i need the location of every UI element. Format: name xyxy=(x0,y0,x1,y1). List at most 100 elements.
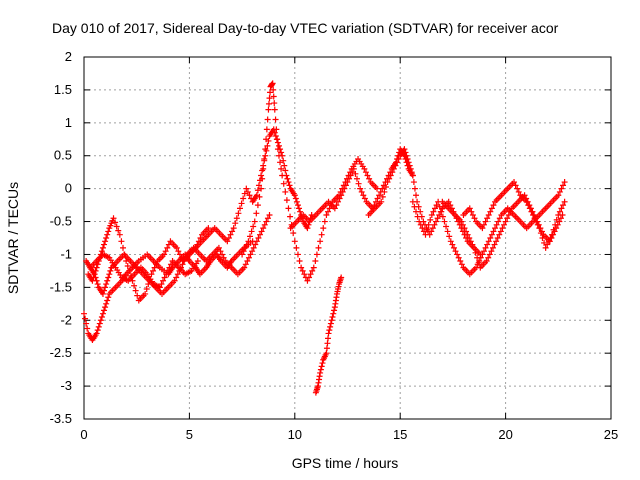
data-point xyxy=(537,230,544,237)
data-point xyxy=(264,142,271,149)
data-point xyxy=(106,271,113,278)
data-point xyxy=(103,235,110,241)
y-tick-label: 1.5 xyxy=(54,82,72,97)
data-point xyxy=(560,182,567,189)
data-point xyxy=(261,221,268,228)
data-point xyxy=(469,241,476,248)
data-point xyxy=(466,205,473,212)
data-point xyxy=(555,211,562,218)
data-point xyxy=(325,330,332,337)
data-point xyxy=(493,238,500,245)
data-point xyxy=(104,277,111,284)
data-point xyxy=(255,182,262,189)
data-point xyxy=(277,159,284,166)
data-point xyxy=(349,169,356,176)
data-point xyxy=(489,244,496,251)
data-point xyxy=(352,170,359,177)
data-point xyxy=(407,165,414,172)
data-point xyxy=(485,238,492,245)
data-point xyxy=(350,165,357,172)
data-point xyxy=(263,218,270,225)
data-point xyxy=(243,185,250,192)
data-point xyxy=(126,267,133,274)
data-point xyxy=(533,218,540,225)
data-point xyxy=(103,300,110,307)
data-point xyxy=(479,225,486,232)
data-point xyxy=(379,193,386,200)
data-point xyxy=(115,227,122,234)
data-point xyxy=(304,277,311,284)
data-point xyxy=(376,192,383,199)
data-point xyxy=(291,238,298,245)
data-point xyxy=(101,287,108,294)
data-point xyxy=(246,192,253,199)
data-point xyxy=(484,241,491,248)
data-point xyxy=(330,310,337,317)
chart-title: Day 010 of 2017, Sidereal Day-to-day VTE… xyxy=(52,20,559,36)
data-point xyxy=(342,182,349,189)
data-point xyxy=(93,330,100,337)
data-point xyxy=(555,192,562,199)
data-point xyxy=(485,254,492,261)
y-axis-label: SDTVAR / TECUs xyxy=(5,182,21,294)
data-point xyxy=(282,167,289,174)
data-point xyxy=(361,195,368,202)
series-track-9 xyxy=(365,146,484,258)
data-point xyxy=(294,251,301,258)
data-point xyxy=(235,210,242,217)
data-point xyxy=(419,225,426,232)
data-point xyxy=(539,235,546,241)
data-point xyxy=(260,225,267,232)
data-point xyxy=(556,188,563,195)
data-point xyxy=(390,165,397,172)
data-point xyxy=(336,195,343,202)
data-point xyxy=(328,317,335,324)
data-point xyxy=(452,248,459,255)
data-point xyxy=(327,320,334,327)
data-point xyxy=(381,188,388,195)
data-point xyxy=(245,254,252,261)
data-point xyxy=(444,228,451,235)
data-point xyxy=(90,274,97,281)
y-tick-label: 0 xyxy=(65,181,72,196)
data-point xyxy=(490,228,497,235)
data-point xyxy=(557,215,564,222)
data-point xyxy=(542,244,549,251)
data-point xyxy=(561,198,568,205)
data-point xyxy=(254,187,261,194)
data-point xyxy=(83,320,90,327)
data-point xyxy=(271,100,278,107)
data-point xyxy=(449,241,456,248)
x-axis-label: GPS time / hours xyxy=(292,455,399,471)
data-point xyxy=(445,198,452,205)
data-point xyxy=(434,215,441,222)
data-point xyxy=(95,323,102,330)
series-track-3 xyxy=(85,215,212,304)
data-point xyxy=(99,290,106,297)
data-point xyxy=(279,172,286,179)
data-point xyxy=(471,215,478,222)
y-tick-label: 2 xyxy=(65,49,72,64)
data-point xyxy=(224,238,231,245)
data-point xyxy=(101,241,108,248)
data-point xyxy=(488,248,495,255)
plot-grid xyxy=(84,57,611,419)
data-point xyxy=(319,360,326,367)
data-point xyxy=(164,244,171,251)
data-point xyxy=(447,238,454,245)
data-point xyxy=(436,203,443,210)
data-point xyxy=(124,262,131,269)
data-point xyxy=(361,165,368,172)
data-point xyxy=(344,179,351,186)
data-point xyxy=(164,267,171,274)
data-point xyxy=(479,251,486,258)
data-point xyxy=(317,369,324,376)
data-point xyxy=(281,162,288,169)
data-point xyxy=(240,195,247,202)
data-point xyxy=(331,205,338,212)
data-point xyxy=(102,304,109,311)
data-point xyxy=(492,225,499,232)
data-point xyxy=(238,200,245,207)
data-point xyxy=(409,172,416,179)
data-point xyxy=(433,218,440,225)
